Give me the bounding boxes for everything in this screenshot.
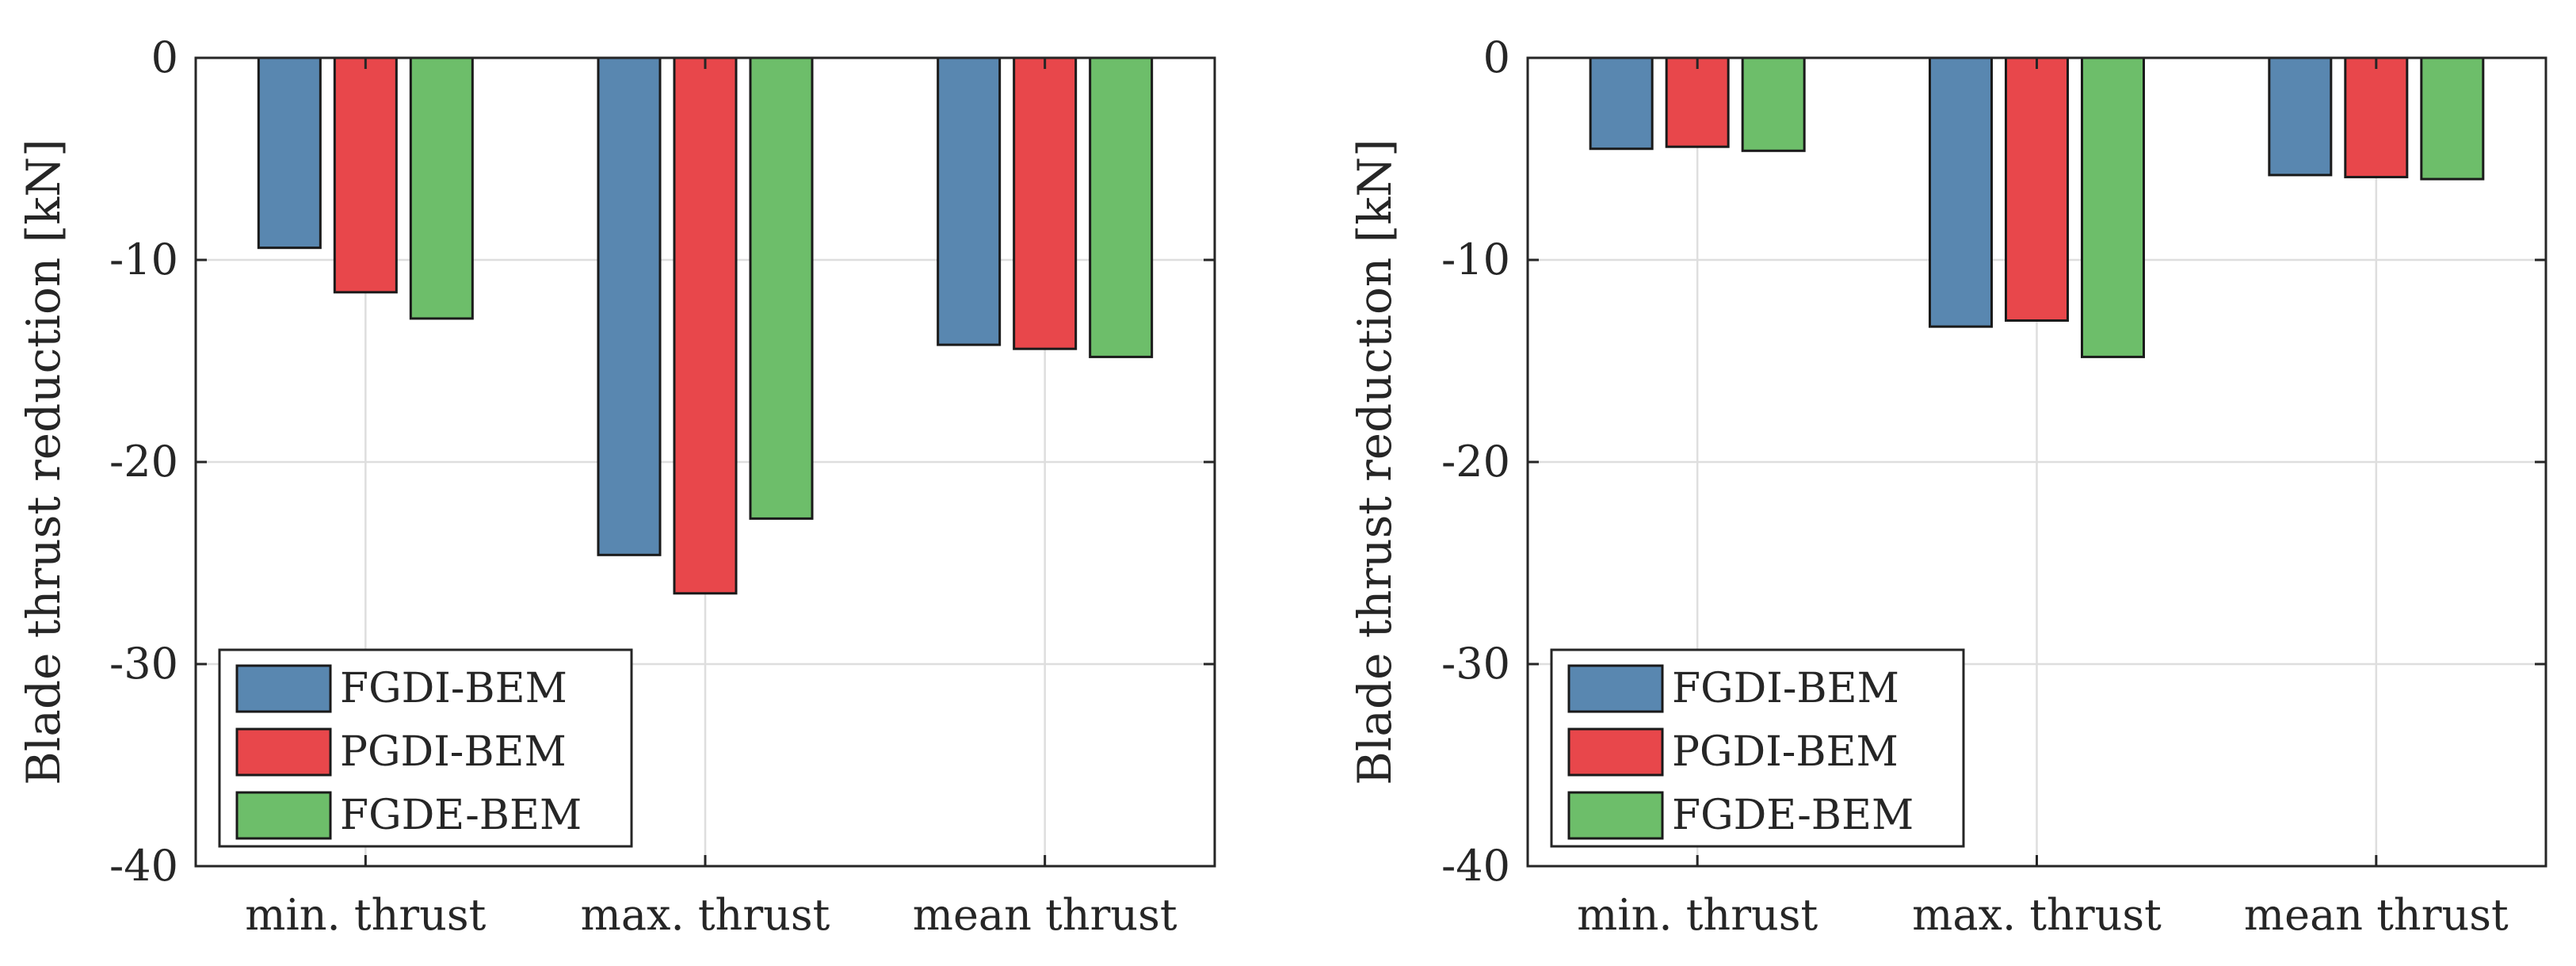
- bar-fgde-bem-1: [409, 56, 474, 320]
- legend-swatch-fgdi-bem: [1567, 664, 1664, 713]
- legend: FGDI-BEM PGDI-BEM FGDE-BEM: [218, 648, 633, 848]
- legend-swatch-fgde-bem: [235, 791, 332, 840]
- legend-label-pgdi-bem: PGDI-BEM: [340, 728, 567, 776]
- bar-fgdi-bem-1: [1589, 56, 1654, 151]
- y-tick-label: -10: [1441, 235, 1510, 284]
- bar-pgdi-bem-3: [1013, 56, 1078, 350]
- legend-label-pgdi-bem: PGDI-BEM: [1672, 728, 1899, 776]
- x-tick-label: mean thrust: [2244, 890, 2509, 940]
- x-tick-label: max. thrust: [1912, 890, 2162, 940]
- bar-fgdi-bem-2: [1929, 56, 1993, 328]
- y-tick-label: -40: [109, 841, 178, 891]
- legend-swatch-pgdi-bem: [235, 727, 332, 777]
- y-axis-label: Blade thrust reduction [kN]: [17, 139, 71, 785]
- chart-panel-1: 0 -10 -20 -30 -40 min. thrust max. thrust mean …: [17, 32, 1216, 940]
- bar-fgdi-bem-3: [937, 56, 1002, 346]
- bar-pgdi-bem-2: [673, 56, 738, 595]
- legend-swatch-fgde-bem: [1567, 791, 1664, 840]
- bars: [257, 56, 1154, 595]
- y-tick-label: -20: [1441, 437, 1510, 487]
- legend-label-fgde-bem: FGDE-BEM: [340, 792, 582, 839]
- legend-label-fgdi-bem: FGDI-BEM: [340, 665, 567, 712]
- y-tick-label: -40: [1441, 841, 1510, 891]
- x-tick-label: min. thrust: [245, 890, 486, 940]
- bar-fgdi-bem-3: [2268, 56, 2333, 177]
- bar-fgde-bem-3: [2420, 56, 2485, 181]
- y-tick-label: -30: [109, 639, 178, 689]
- bar-pgdi-bem-1: [1665, 56, 1730, 148]
- chart-panel-2: 0 -10 -20 -30 -40 min. thrust max. thrust mean …: [1348, 32, 2547, 940]
- axis-ticks: 0 -10 -20 -30 -40 min. thrust max. thrust mean …: [109, 32, 1215, 940]
- bar-pgdi-bem-3: [2344, 56, 2409, 178]
- bar-fgdi-bem-1: [257, 56, 322, 250]
- bar-pgdi-bem-1: [333, 56, 398, 294]
- bar-fgde-bem-2: [2081, 56, 2145, 358]
- y-tick-label: -30: [1441, 639, 1510, 689]
- bar-fgdi-bem-2: [597, 56, 662, 556]
- y-tick-label: -10: [109, 235, 178, 284]
- bar-fgde-bem-3: [1089, 56, 1154, 358]
- bar-fgde-bem-2: [749, 56, 814, 520]
- bar-fgde-bem-1: [1741, 56, 1806, 152]
- x-tick-label: max. thrust: [581, 890, 830, 940]
- x-tick-label: mean thrust: [913, 890, 1177, 940]
- legend-swatch-fgdi-bem: [235, 664, 332, 713]
- legend-swatch-pgdi-bem: [1567, 727, 1664, 777]
- y-tick-label: 0: [1483, 32, 1510, 82]
- x-tick-label: min. thrust: [1577, 890, 1818, 940]
- legend: FGDI-BEM PGDI-BEM FGDE-BEM: [1550, 648, 1965, 848]
- y-tick-label: 0: [151, 32, 178, 82]
- bar-pgdi-bem-2: [2005, 56, 2069, 322]
- legend-label-fgdi-bem: FGDI-BEM: [1672, 665, 1899, 712]
- y-tick-label: -20: [109, 437, 178, 487]
- legend-label-fgde-bem: FGDE-BEM: [1672, 792, 1914, 839]
- y-axis-label: Blade thrust reduction [kN]: [1348, 139, 1402, 785]
- axis-ticks: 0 -10 -20 -30 -40 min. thrust max. thrust mean …: [1441, 32, 2546, 940]
